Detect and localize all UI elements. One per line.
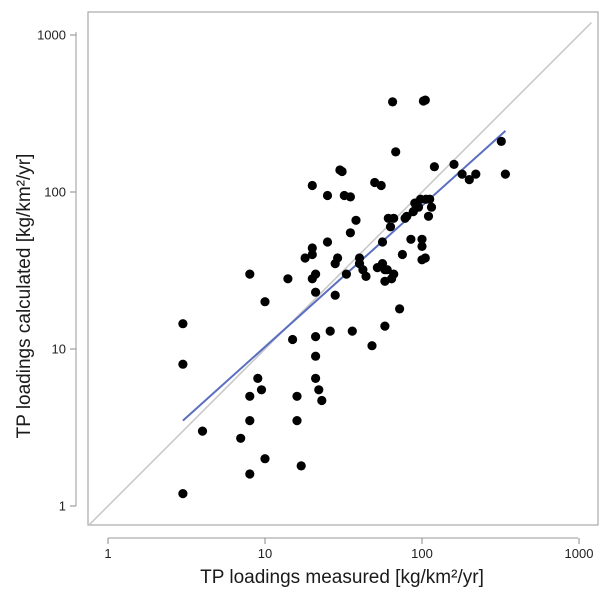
data-point [178, 359, 188, 369]
y-tick-label: 1 [59, 499, 66, 514]
y-axis-title: TP loadings calculated [kg/km²/yr] [14, 154, 35, 439]
data-point [382, 265, 392, 275]
data-point [464, 175, 474, 185]
data-point [307, 249, 317, 260]
data-point [457, 169, 467, 179]
y-tick-label: 100 [44, 185, 66, 200]
data-point [245, 391, 255, 401]
data-point [236, 433, 246, 443]
one-to-one-line [88, 22, 592, 525]
data-point [425, 194, 435, 204]
data-point [292, 391, 302, 401]
data-point [385, 222, 396, 232]
data-point [311, 373, 321, 383]
data-point [391, 147, 401, 157]
data-point [449, 159, 459, 169]
data-point [395, 304, 405, 314]
data-point [345, 192, 355, 202]
data-point [292, 416, 302, 426]
data-point [311, 351, 321, 361]
data-point [496, 136, 506, 146]
data-point [260, 454, 270, 464]
data-point [330, 290, 340, 300]
y-tick-label: 10 [52, 342, 66, 357]
data-point [380, 321, 390, 331]
plot-area [87, 11, 599, 526]
data-point [389, 213, 399, 223]
data-point [347, 326, 357, 336]
data-point [413, 202, 424, 212]
data-point [402, 211, 412, 221]
data-point [471, 169, 481, 179]
data-point [311, 332, 321, 342]
data-point [300, 253, 310, 263]
data-point [351, 215, 361, 225]
data-point [197, 426, 208, 436]
x-axis-title: TP loadings measured [kg/km²/yr] [200, 567, 484, 588]
data-point [322, 190, 333, 201]
data-point [178, 489, 188, 499]
data-point [325, 326, 335, 336]
data-point [341, 269, 351, 279]
data-point [288, 334, 298, 345]
data-point [376, 180, 386, 191]
data-point [256, 385, 267, 395]
data-point [417, 241, 427, 251]
data-point [337, 166, 347, 177]
data-point [377, 237, 388, 247]
data-point [333, 253, 343, 263]
x-tick-label: 100 [411, 546, 433, 561]
data-point [500, 169, 510, 179]
data-point [423, 211, 434, 221]
data-point [429, 162, 439, 172]
data-point [389, 269, 399, 279]
data-point [345, 228, 355, 238]
data-point [388, 97, 398, 107]
axis-ticks: 1 10 100 1000 1 10 100 1000 [37, 28, 593, 562]
data-point [311, 269, 321, 279]
data-point [311, 287, 321, 297]
data-point [296, 461, 306, 471]
data-point [367, 341, 377, 351]
data-point [245, 469, 255, 479]
data-point [361, 271, 371, 281]
data-point [426, 202, 437, 212]
data-point [245, 416, 255, 426]
y-tick-label: 1000 [37, 28, 66, 43]
data-point [253, 373, 263, 383]
x-tick-label: 1000 [565, 546, 594, 561]
data-point [178, 319, 188, 329]
data-point [245, 269, 255, 279]
data-point [420, 95, 430, 105]
data-point [406, 234, 416, 244]
data-point [283, 274, 293, 284]
data-point [260, 297, 270, 307]
data-points [178, 95, 510, 499]
data-point [420, 253, 430, 263]
data-point [417, 234, 427, 244]
x-tick-label: 1 [104, 546, 111, 561]
data-point [322, 237, 333, 247]
data-point [317, 395, 327, 406]
data-point [307, 180, 317, 191]
data-point [307, 243, 317, 253]
x-tick-label: 10 [258, 546, 272, 561]
data-point [397, 249, 407, 260]
data-point [314, 385, 324, 395]
